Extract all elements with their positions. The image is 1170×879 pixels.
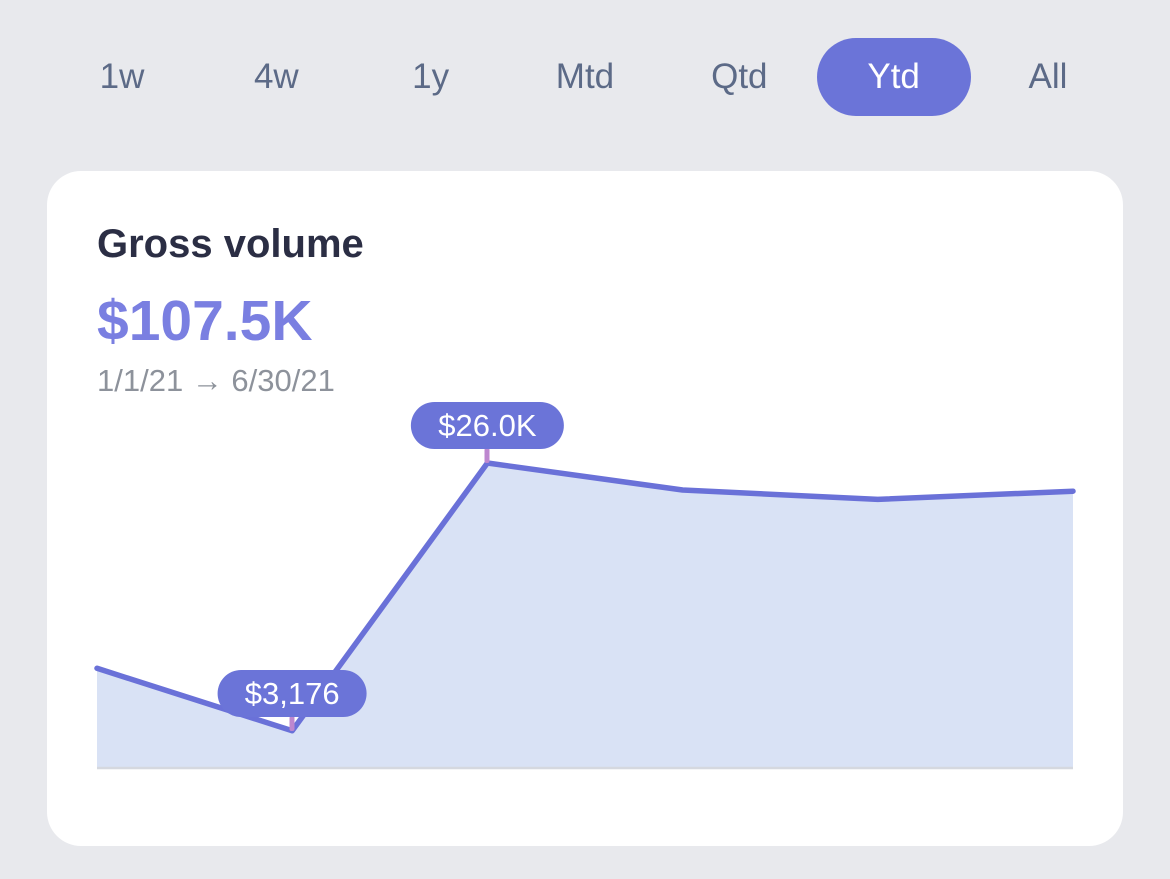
tab-mtd[interactable]: Mtd	[508, 38, 662, 116]
period-tabbar: 1w 4w 1y Mtd Qtd Ytd All	[0, 0, 1170, 116]
card-title: Gross volume	[97, 222, 364, 266]
gross-volume-card: Gross volume $107.5K 1/1/21 → 6/30/21 $3…	[47, 171, 1123, 846]
chart-area[interactable]: $3,176 $26.0K	[94, 401, 1076, 773]
chart-tooltip: $3,176	[217, 669, 367, 717]
tooltip-tick	[484, 447, 490, 463]
tooltip-tick	[289, 715, 295, 731]
date-range: 1/1/21 → 6/30/21	[97, 362, 335, 398]
tab-all[interactable]: All	[971, 38, 1125, 116]
tab-qtd[interactable]: Qtd	[662, 38, 816, 116]
tab-1w[interactable]: 1w	[45, 38, 199, 116]
area-fill	[97, 462, 1073, 768]
gross-volume-value: $107.5K	[97, 289, 313, 353]
tab-1y[interactable]: 1y	[354, 38, 508, 116]
tab-ytd[interactable]: Ytd	[816, 38, 971, 116]
tab-4w[interactable]: 4w	[199, 38, 353, 116]
area-chart	[94, 460, 1076, 770]
chart-tooltip: $26.0K	[411, 401, 564, 449]
trend-line	[94, 460, 1076, 734]
